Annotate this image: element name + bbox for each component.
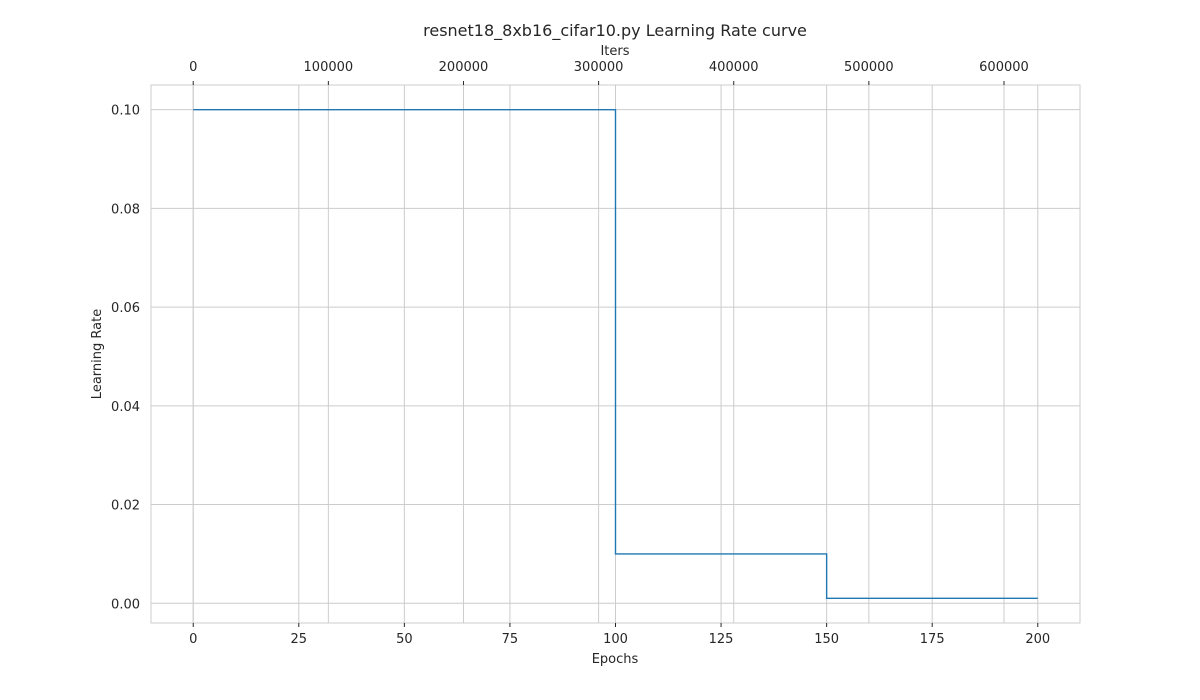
x-tick-label: 150 (814, 632, 839, 647)
x2-tick-label: 0 (189, 60, 197, 75)
y-tick-label: 0.04 (111, 400, 140, 415)
y-tick-label: 0.10 (111, 104, 140, 119)
x2-tick-label: 400000 (709, 60, 759, 75)
ticks-layer: 0.00 0.02 0.04 0.06 0.08 0.10 0 25 50 75 100 125 150… (111, 60, 1050, 647)
x-tick-label: 175 (920, 632, 945, 647)
x-tick-label: 200 (1025, 632, 1050, 647)
x2-tick-label: 300000 (574, 60, 624, 75)
series-layer (193, 108, 1038, 600)
chart-title: resnet18_8xb16_cifar10.py Learning Rate … (423, 21, 807, 41)
x2-axis-label: Iters (600, 44, 629, 59)
x-tick-label: 0 (189, 632, 197, 647)
y-axis-label: Learning Rate (90, 309, 105, 399)
y-tick-label: 0.02 (111, 499, 140, 514)
x-tick-label: 50 (396, 632, 413, 647)
y-tick-label: 0.08 (111, 202, 140, 217)
y-tick-label: 0.06 (111, 301, 140, 316)
lr-series-line (193, 108, 1038, 600)
x-tick-label: 100 (603, 632, 628, 647)
x-axis-label: Epochs (592, 652, 639, 667)
y-tick-label: 0.00 (111, 597, 140, 612)
x2-tick-label: 100000 (304, 60, 354, 75)
x2-tick-label: 200000 (439, 60, 489, 75)
x2-tick-label: 500000 (844, 60, 894, 75)
x2-tick-label: 600000 (979, 60, 1029, 75)
x-tick-label: 125 (709, 632, 734, 647)
x-tick-label: 25 (291, 632, 308, 647)
x-tick-label: 75 (502, 632, 519, 647)
